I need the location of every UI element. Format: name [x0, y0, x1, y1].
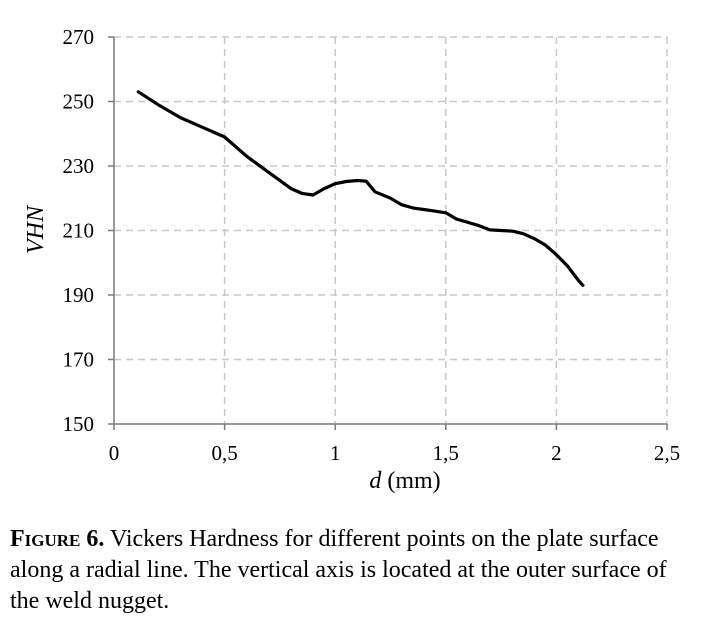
grid-lines: [114, 36, 668, 424]
y-tick-label: 250: [63, 90, 95, 114]
ticks: [108, 36, 668, 430]
y-tick-label: 210: [63, 219, 95, 243]
figure-label: Figure 6.: [10, 526, 105, 552]
figure-caption: Figure 6. Vickers Hardness for different…: [10, 524, 700, 617]
caption-text: Vickers Hardness for different points on…: [10, 526, 667, 614]
y-tick-label: 270: [63, 25, 95, 49]
series-layer: [136, 90, 585, 287]
series-line: [136, 90, 585, 287]
x-tick-label: 2,5: [654, 441, 680, 465]
x-axis-title: d (mm): [369, 468, 440, 494]
x-axis-title-italic: d: [369, 468, 382, 494]
x-tick-label: 0: [109, 441, 120, 465]
y-tick-label: 190: [63, 283, 95, 307]
y-tick-label: 230: [63, 154, 95, 178]
y-axis-title: VHN: [23, 204, 49, 254]
x-tick-label: 1: [330, 441, 341, 465]
y-tick-label: 150: [63, 412, 95, 436]
tick-labels: 150 170 190 210 230 250 270 0 0,5 1 1,5 2 2,5: [63, 25, 681, 465]
x-tick-label: 1,5: [433, 441, 459, 465]
y-tick-label: 170: [63, 348, 95, 372]
chart: 150 170 190 210 230 250 270 0 0,5 1 1,5 2 2,5 VHN d …: [23, 25, 681, 494]
x-tick-label: 0,5: [211, 441, 237, 465]
x-tick-label: 2: [551, 441, 562, 465]
x-axis-title-unit: (mm): [381, 468, 440, 494]
